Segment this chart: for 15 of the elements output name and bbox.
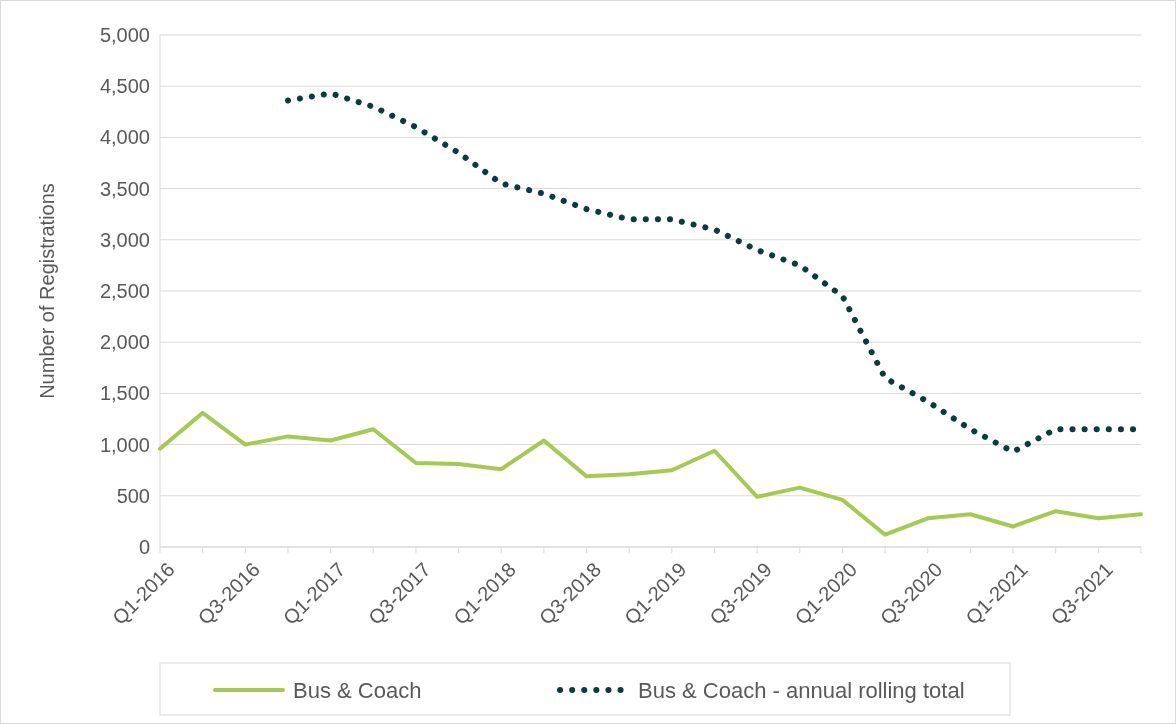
y-tick-label: 1,500 — [99, 382, 150, 405]
y-tick-label: 2,500 — [99, 280, 150, 302]
legend-label: Bus & Coach - annual rolling total — [638, 677, 965, 703]
y-tick-label: 5,000 — [99, 24, 150, 46]
y-tick-label: 3,000 — [99, 228, 150, 251]
legend-label: Bus & Coach — [293, 677, 422, 703]
y-tick-label: 0 — [138, 536, 150, 558]
y-tick-label: 500 — [116, 484, 150, 507]
y-tick-label: 4,500 — [99, 75, 150, 98]
y-tick-label: 3,500 — [99, 177, 150, 200]
y-tick-label: 2,000 — [99, 331, 150, 354]
y-axis-title: Number of Registrations — [36, 183, 58, 399]
y-tick-label: 4,000 — [99, 126, 150, 149]
line-series — [158, 410, 1143, 537]
y-tick-label: 1,000 — [99, 433, 150, 456]
